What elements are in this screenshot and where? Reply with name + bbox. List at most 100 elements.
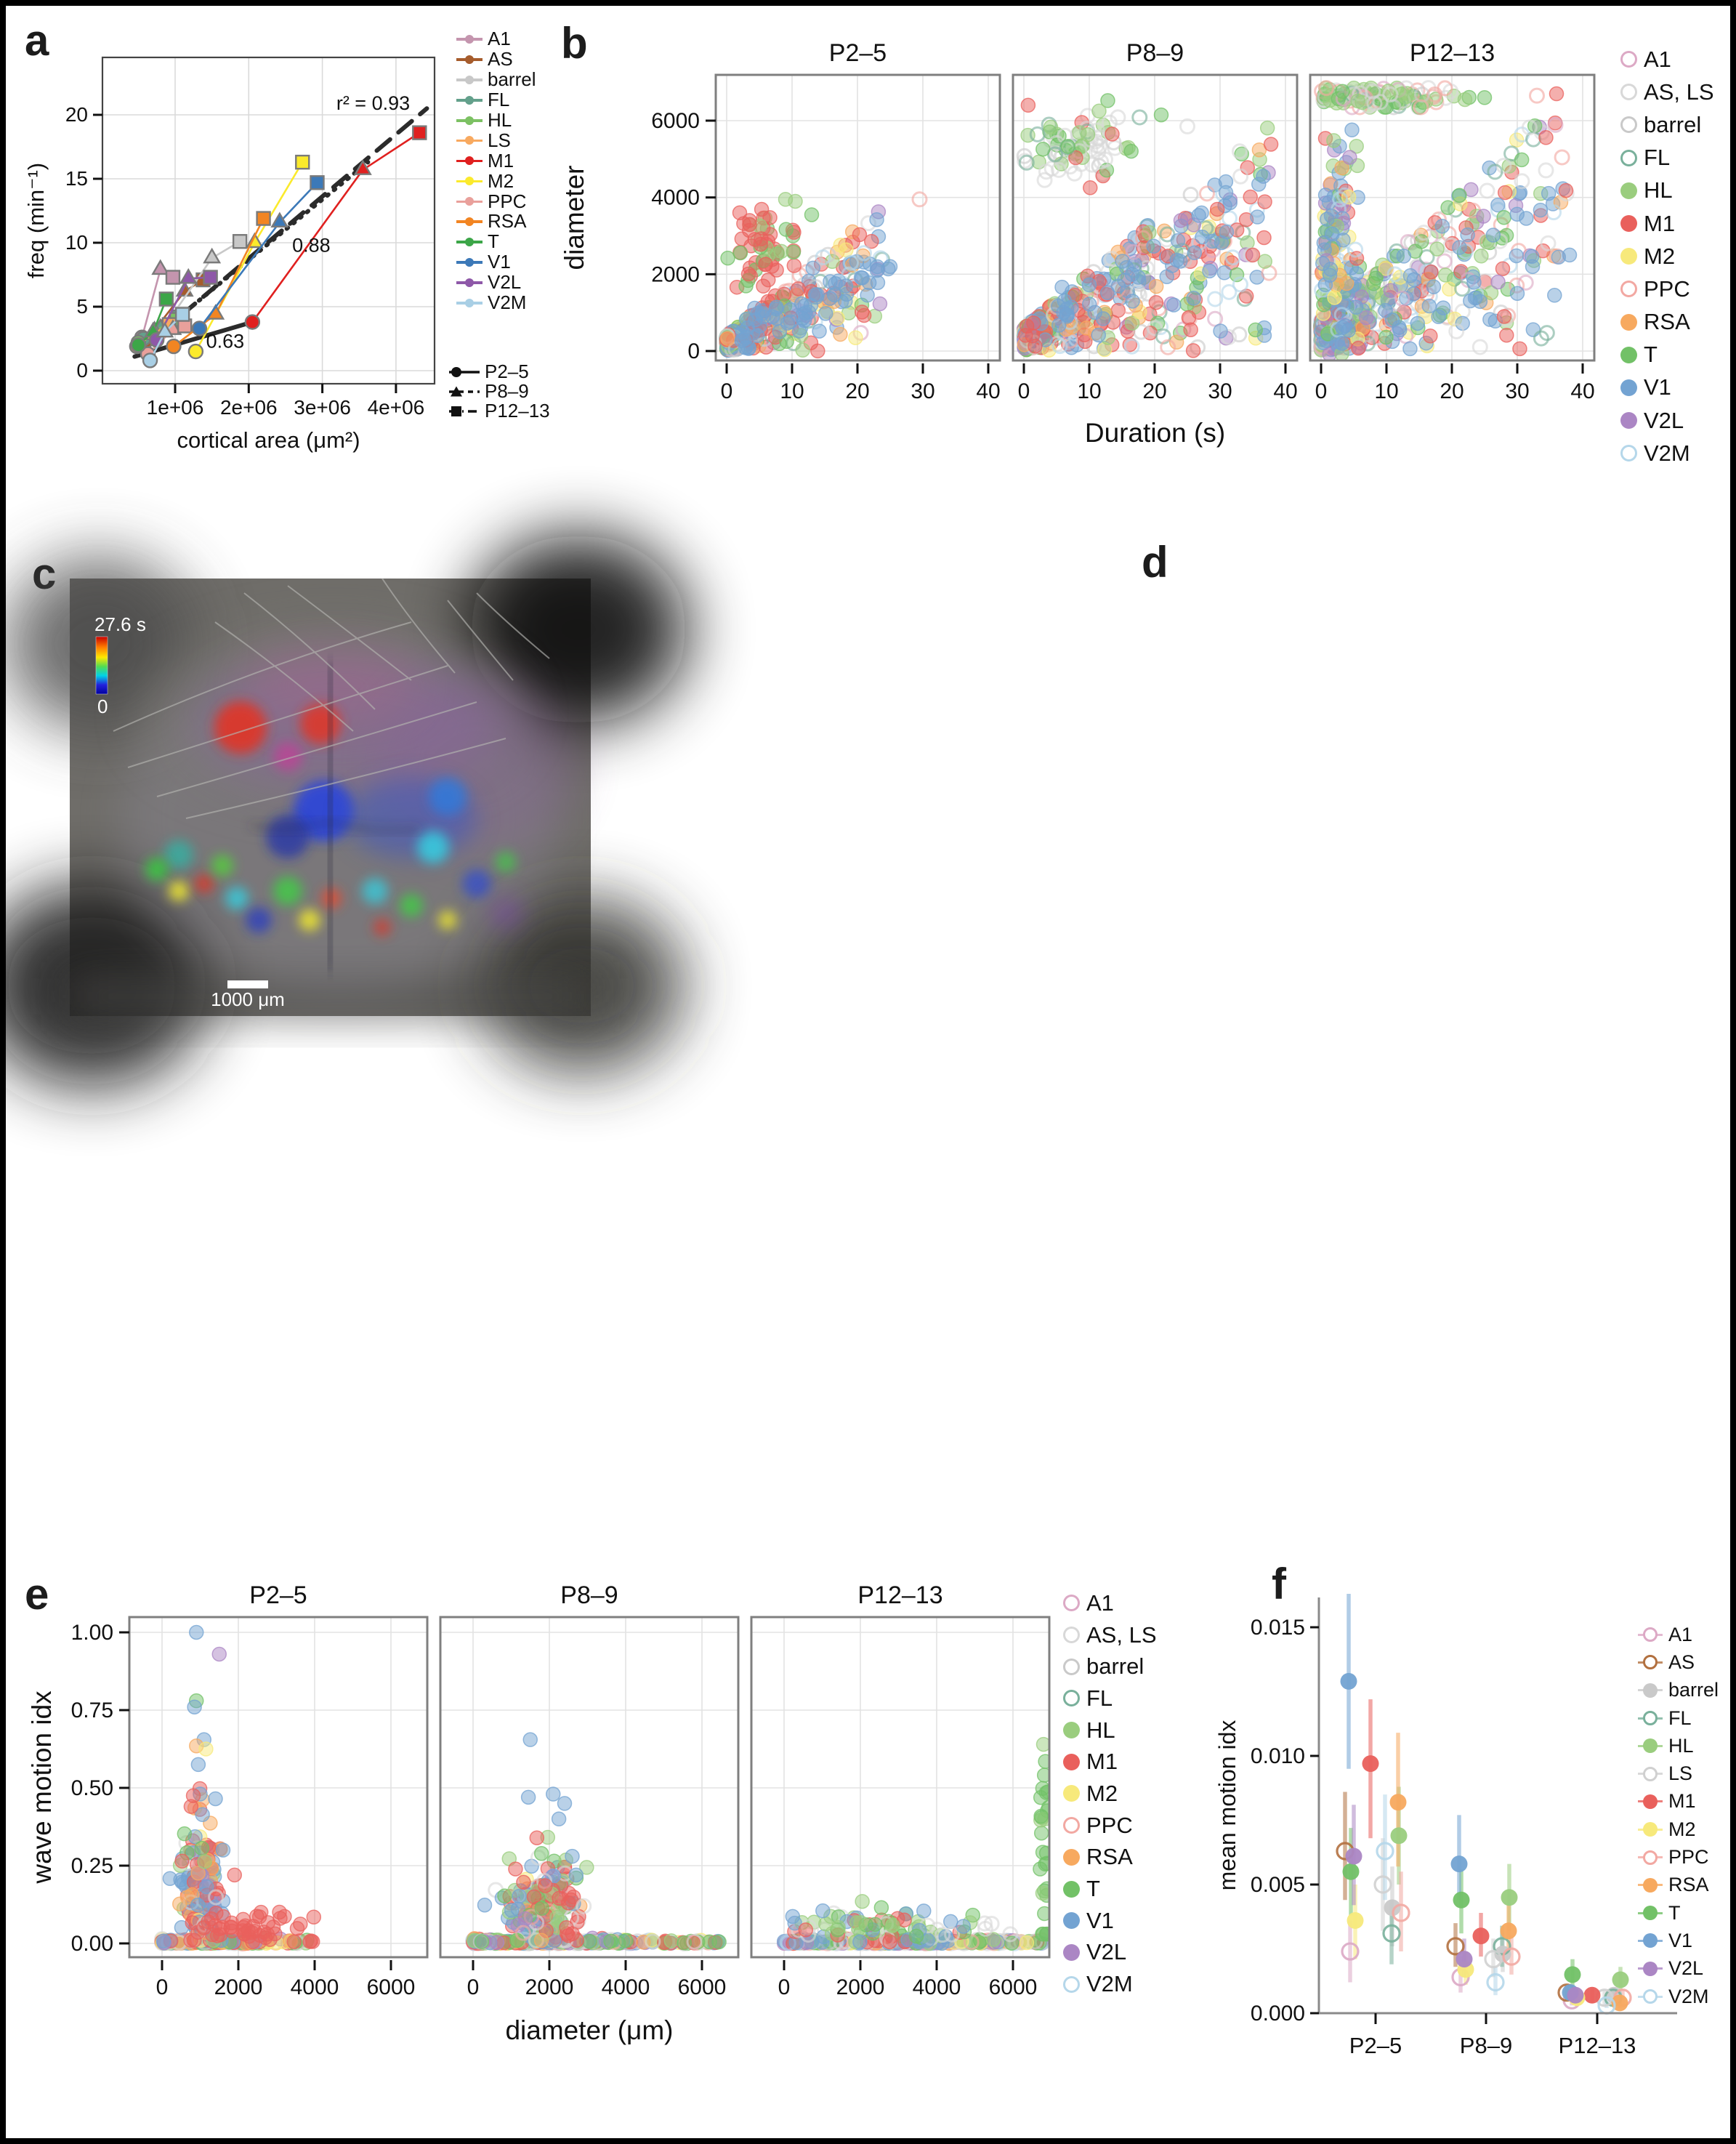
circle-marker-icon xyxy=(1620,215,1637,233)
legend-item-V2M: V2M xyxy=(1620,437,1714,469)
legend-item-FL: FL xyxy=(1638,1704,1719,1732)
legend-item-P12-13: P12–13 xyxy=(448,400,550,422)
legend-item-AS: AS xyxy=(1638,1648,1719,1676)
legend-item-T: T xyxy=(1620,339,1714,371)
legend-item-FL: FL xyxy=(1063,1682,1157,1714)
circle-marker-icon xyxy=(1063,1690,1080,1707)
legend-item-label: T xyxy=(1086,1876,1100,1902)
legend-item-FL: FL xyxy=(456,89,536,110)
circle-line-marker-icon xyxy=(1638,1988,1663,2004)
circle-line-marker-icon xyxy=(1638,1877,1663,1893)
circle-marker-icon xyxy=(1620,379,1637,396)
legend-item-V2L: V2L xyxy=(1638,1955,1719,1983)
legend-item-RSA: RSA xyxy=(1063,1842,1157,1874)
whiskers xyxy=(113,578,550,819)
legend-item-label: A1 xyxy=(1644,46,1671,72)
legend-item-P2-5: P2–5 xyxy=(448,360,550,382)
x-tick-label: 30 xyxy=(911,379,934,403)
panel-a-age-legend: P2–5 P8–9 P12–13 xyxy=(448,360,550,422)
y-tick-label: 0 xyxy=(687,339,700,363)
legend-item-label: RSA xyxy=(1644,309,1690,335)
circle-marker-icon xyxy=(1063,1753,1080,1770)
x-tick-label: 3e+06 xyxy=(294,396,351,419)
circle-marker-icon xyxy=(1620,445,1637,462)
y-tick-label: 0.00 xyxy=(71,1932,113,1956)
circle-marker-icon xyxy=(1063,1848,1080,1866)
y-tick-label: 4000 xyxy=(651,186,700,210)
y-tick-label: 0.25 xyxy=(71,1854,113,1878)
legend-item-label: V2L xyxy=(1644,407,1684,433)
y-tick-label: 20 xyxy=(65,103,88,126)
legend-item-label: HL xyxy=(1644,177,1673,203)
legend-item-AS: AS xyxy=(456,48,536,70)
circle-marker-icon xyxy=(1620,281,1637,298)
legend-item-label: V2M xyxy=(1086,1971,1133,1997)
x-tick-label: 40 xyxy=(976,379,1000,403)
x-tick-label: 20 xyxy=(1142,379,1166,403)
lollipop-marker-icon xyxy=(456,176,483,186)
y-tick-label: 0.50 xyxy=(71,1776,113,1800)
facet-points-P8–9 xyxy=(1016,93,1279,358)
x-tick-label: 1e+06 xyxy=(147,396,204,419)
legend-item-label: V1 xyxy=(1644,374,1671,400)
circle-marker-icon xyxy=(1063,1912,1080,1930)
circle-marker-icon xyxy=(1063,1817,1080,1834)
legend-item-V1: V1 xyxy=(456,251,536,273)
x-tick-label: 20 xyxy=(1440,379,1464,403)
legend-item-label: V2L xyxy=(1086,1939,1127,1965)
legend-item-PPC: PPC xyxy=(1620,273,1714,305)
legend-item-LS: LS xyxy=(456,129,536,151)
y-tick-label: 0.010 xyxy=(1251,1744,1305,1768)
legend-item-label: M2 xyxy=(1086,1780,1118,1806)
pointrange-dots-V2L xyxy=(1345,1847,1584,2004)
legend-item-label: A1 xyxy=(1668,1623,1693,1645)
legend-item-label: P12–13 xyxy=(485,400,550,422)
lollipop-marker-icon xyxy=(456,116,483,126)
panel-f-chart: 0.000 0.005 0.010 0.015 P2–5 P8–9 P12–13 mean m… xyxy=(1214,1593,1677,2058)
circle-marker-icon xyxy=(1620,346,1637,363)
shape-marker-icon xyxy=(448,366,481,379)
circle-marker-icon xyxy=(1063,1785,1080,1802)
x-axis-title: cortical area (μm²) xyxy=(177,427,360,453)
panel-a-label: a xyxy=(25,16,49,65)
series-M1 xyxy=(244,125,427,330)
panel-e-chart: P2–5 0 2000 4000 6000 P8–9 0 2000 4000 6000 P12–13… xyxy=(27,1581,1051,2045)
legend-item-label: V2L xyxy=(1668,1957,1704,1980)
facet-title: P2–5 xyxy=(829,39,887,67)
x-tick-label: 10 xyxy=(1374,379,1398,403)
legend-item-label: AS xyxy=(1668,1651,1695,1673)
y-tick-label: 0.000 xyxy=(1251,2002,1305,2026)
lollipop-marker-icon xyxy=(456,95,483,105)
legend-item-label: T xyxy=(1668,1901,1681,1924)
circle-line-marker-icon xyxy=(1638,1710,1663,1726)
circle-line-marker-icon xyxy=(1638,1961,1663,1977)
legend-item-HL: HL xyxy=(1620,174,1714,207)
facet-points-P12–13 xyxy=(776,1736,1049,1951)
pointrange-M1 xyxy=(1368,1699,1594,2003)
legend-item-label: PPC xyxy=(488,190,527,212)
legend-item-RSA: RSA xyxy=(1638,1871,1719,1899)
legend-item-PPC: PPC xyxy=(1638,1843,1719,1871)
lollipop-marker-icon xyxy=(456,278,483,288)
x-category-label: P8–9 xyxy=(1460,2033,1512,2058)
legend-item-label: AS, LS xyxy=(1644,78,1714,105)
legend-item-V1: V1 xyxy=(1620,371,1714,404)
y-tick-label: 0 xyxy=(76,359,88,382)
circle-marker-icon xyxy=(1063,1880,1080,1898)
legend-item-label: PPC xyxy=(1668,1846,1709,1869)
legend-item-label: M1 xyxy=(1668,1790,1696,1813)
x-tick-label: 6000 xyxy=(367,1975,416,1999)
legend-item-AS-LS: AS, LS xyxy=(1063,1619,1157,1651)
circle-line-marker-icon xyxy=(1638,1738,1663,1754)
circle-marker-icon xyxy=(1620,116,1637,134)
y-tick-label: 5 xyxy=(76,295,88,318)
legend-item-V2M: V2M xyxy=(1063,1968,1157,2000)
facet-title: P8–9 xyxy=(1126,39,1184,67)
panel-b-area-legend: A1 AS, LS barrel FL HL M1 M2 PPC RSA T V1 V2L V2M xyxy=(1620,43,1714,469)
scale-bar xyxy=(227,980,268,988)
legend-item-label: V1 xyxy=(1086,1907,1114,1933)
legend-item-label: T xyxy=(488,230,499,253)
lollipop-marker-icon xyxy=(456,55,483,65)
legend-item-M2: M2 xyxy=(456,170,536,192)
